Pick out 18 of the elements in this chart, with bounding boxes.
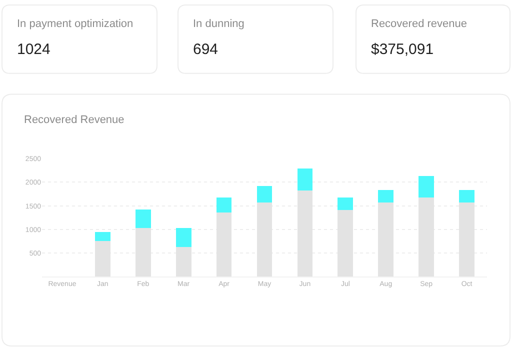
- bar: [418, 176, 434, 198]
- text: 694: [193, 41, 218, 58]
- bar: [338, 197, 354, 210]
- bar: [135, 210, 151, 228]
- bar: [378, 202, 394, 277]
- text: 1024: [17, 41, 50, 58]
- bar: [378, 190, 394, 203]
- bar: [459, 190, 474, 203]
- bar: [95, 232, 110, 242]
- text: $375,091: [371, 41, 434, 58]
- chart-title: Recovered Revenue: [24, 114, 124, 126]
- text: In payment optimization: [17, 18, 134, 30]
- bar: [216, 197, 232, 212]
- text: In dunning: [193, 18, 244, 30]
- text: Recovered revenue: [371, 18, 468, 30]
- bar: [176, 228, 192, 247]
- bar: [256, 186, 272, 203]
- bar: [297, 168, 313, 190]
